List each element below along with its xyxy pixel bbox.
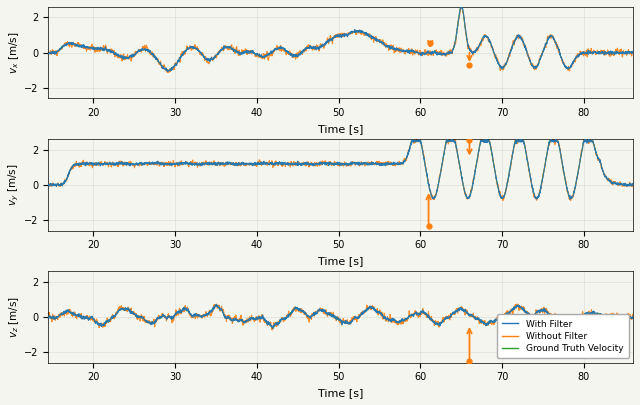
Y-axis label: $v_x$ [m/s]: $v_x$ [m/s]: [8, 32, 21, 74]
Legend: With Filter, Without Filter, Ground Truth Velocity: With Filter, Without Filter, Ground Trut…: [497, 314, 628, 358]
X-axis label: Time [s]: Time [s]: [318, 388, 364, 398]
X-axis label: Time [s]: Time [s]: [318, 256, 364, 266]
Y-axis label: $v_z$ [m/s]: $v_z$ [m/s]: [8, 296, 21, 338]
Y-axis label: $v_y$ [m/s]: $v_y$ [m/s]: [7, 164, 21, 206]
X-axis label: Time [s]: Time [s]: [318, 124, 364, 134]
